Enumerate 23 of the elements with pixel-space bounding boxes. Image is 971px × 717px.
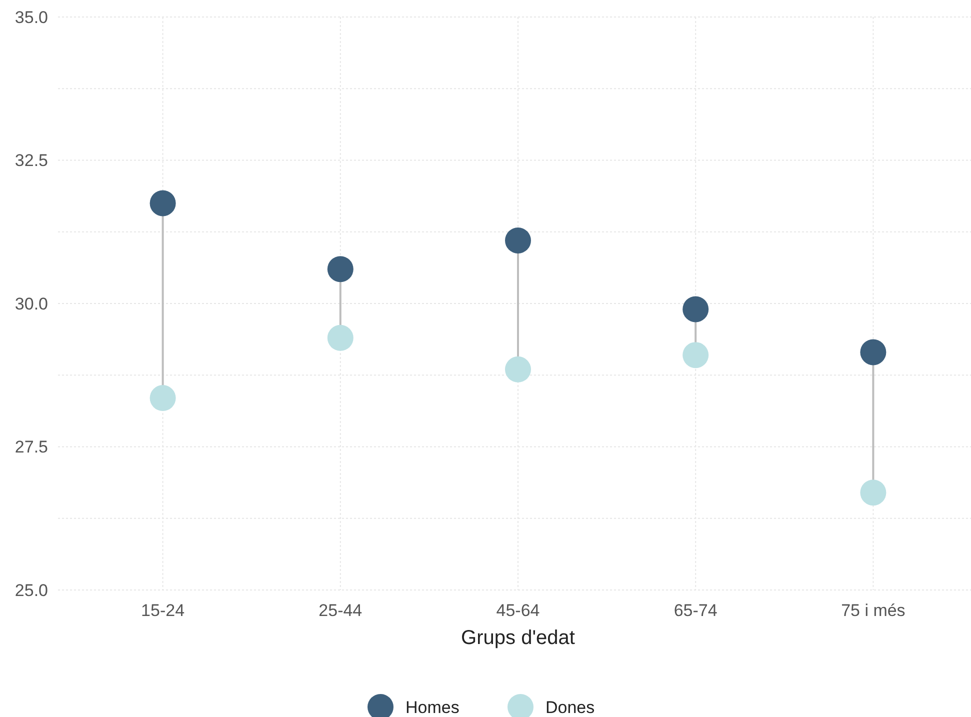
point: [327, 256, 354, 282]
y-tick-label: 32.5: [14, 151, 48, 170]
legend-label: Homes: [406, 698, 460, 717]
point: [505, 356, 531, 382]
y-tick-label: 35.0: [14, 8, 48, 27]
x-axis-title: Grups d'edat: [461, 627, 576, 649]
point: [327, 324, 354, 351]
point: [150, 385, 176, 412]
legend-label: Dones: [546, 698, 595, 717]
x-tick-label: 25-44: [318, 601, 362, 620]
point: [150, 190, 176, 216]
x-tick-label: 45-64: [496, 601, 540, 620]
point: [505, 227, 531, 254]
point: [860, 339, 886, 366]
x-tick-label: 65-74: [674, 601, 718, 620]
y-tick-label: 30.0: [14, 294, 48, 314]
point: [682, 342, 709, 368]
x-tick-label: 75 i més: [841, 601, 906, 620]
x-tick-label: 15-24: [141, 601, 185, 620]
y-tick-label: 25.0: [14, 580, 48, 600]
point: [860, 480, 886, 506]
point: [682, 296, 709, 322]
y-tick-label: 27.5: [14, 438, 48, 457]
